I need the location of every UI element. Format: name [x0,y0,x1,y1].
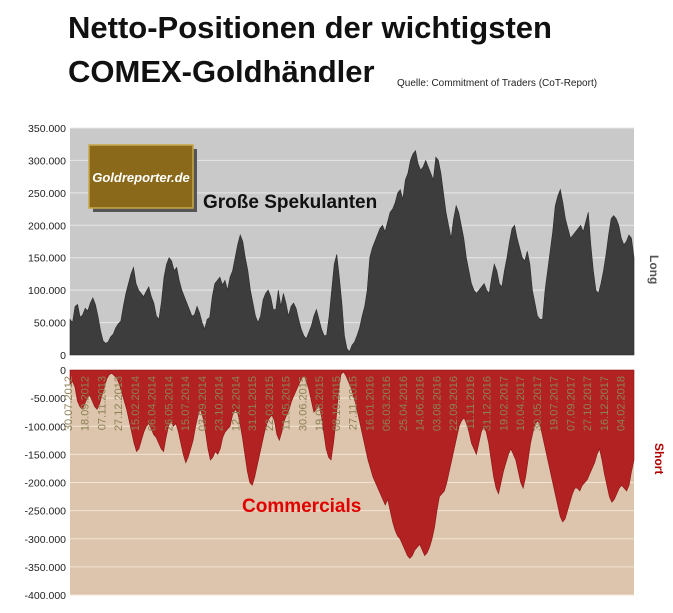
x-date-label: 23.10.2014 [214,376,226,431]
lower-y-tick-label: -50.000 [30,393,66,405]
x-date-label: 11.05.2015 [281,376,293,430]
x-date-label: 15.02.2014 [130,376,142,431]
chart-title-line-2: COMEX-Goldhändler [68,54,375,89]
upper-y-tick-label: 250.000 [28,188,66,200]
long-area-series [69,149,635,356]
x-date-label: 25.04.2016 [398,376,410,431]
x-date-label: 16.12.2017 [599,376,611,431]
x-date-label: 30.05.2017 [532,376,544,431]
short-axis-label: Short [652,443,666,474]
logo-text: Goldreporter.de [92,170,190,185]
short-area-series [69,369,635,559]
lower-y-tick-label: -350.000 [25,562,67,574]
x-date-label: 15.07.2014 [180,376,192,431]
source-note: Quelle: Commitment of Traders (CoT-Repor… [397,78,598,89]
speculators-label: Große Spekulanten [203,192,377,213]
lower-y-tick-label: -200.000 [25,478,67,490]
x-date-label: 27.10.2017 [582,376,594,431]
chart-title-line-1: Netto-Positionen der wichtigsten [68,10,552,45]
x-date-label: 16.01.2016 [364,376,376,431]
lower-y-ticks: -400.000 -350.000 -300.000 -250.000 -200.000… [25,365,67,602]
x-date-label: 22.03.2015 [264,376,276,431]
x-date-label: 03.09.2014 [197,376,209,431]
x-date-label: 31.01.2015 [247,376,259,431]
upper-y-tick-label: 350.000 [28,123,66,135]
x-date-label: 22.09.2016 [448,376,460,431]
goldreporter-logo: Goldreporter.de [88,144,197,212]
x-date-label: 06.03.2016 [381,376,393,431]
x-date-label: 31.12.2016 [482,376,494,431]
x-date-label: 26.05.2014 [163,376,175,431]
lower-y-tick-label: -150.000 [25,449,67,461]
lower-y-tick-label: -100.000 [25,421,67,433]
upper-y-tick-label: 50.000 [34,318,66,330]
logo-box [88,144,194,209]
x-date-label: 11.11.2016 [465,376,477,429]
x-date-label: 27.12.2013 [113,376,125,431]
upper-y-tick-label: 0 [60,350,66,362]
x-date-label: 07.09.2017 [565,376,577,431]
x-date-label: 03.08.2016 [431,376,443,431]
x-date-label: 27.11.2015 [348,376,360,430]
upper-y-tick-label: 100.000 [28,285,66,297]
upper-y-tick-label: 150.000 [28,253,66,265]
x-date-label: 19.08.2015 [314,376,326,431]
upper-y-tick-label: 200.000 [28,220,66,232]
x-date-label: 30.06.2015 [297,376,309,431]
commercials-label: Commercials [242,496,361,517]
x-date-label: 06.04.2014 [147,376,159,431]
x-date-label: 10.04.2017 [515,376,527,431]
x-date-label: 08.10.2015 [331,376,343,431]
x-date-label: 04.02.2018 [616,376,628,431]
long-axis-label: Long [647,255,661,284]
lower-y-tick-label: 0 [60,365,66,377]
lower-y-tick-label: -300.000 [25,534,67,546]
x-date-labels: 30.07.2012 18.09.2012 07.11.2013 27.12.2013… [63,376,628,431]
x-date-label: 14.06.2016 [415,376,427,431]
upper-y-ticks: 0 50.000 100.000 150.000 200.000 250.000 300.0… [28,123,66,362]
x-date-label: 30.07.2012 [63,376,75,431]
x-date-label: 19.07.2017 [549,376,561,431]
lower-y-tick-label: -400.000 [25,590,67,602]
x-date-label: 07.11.2013 [96,376,108,430]
lower-y-tick-label: -250.000 [25,506,67,518]
x-date-label: 18.09.2012 [80,376,92,431]
upper-y-tick-label: 300.000 [28,155,66,167]
x-date-label: 19.02.2017 [498,376,510,431]
x-date-label: 12.12.2014 [230,376,242,431]
